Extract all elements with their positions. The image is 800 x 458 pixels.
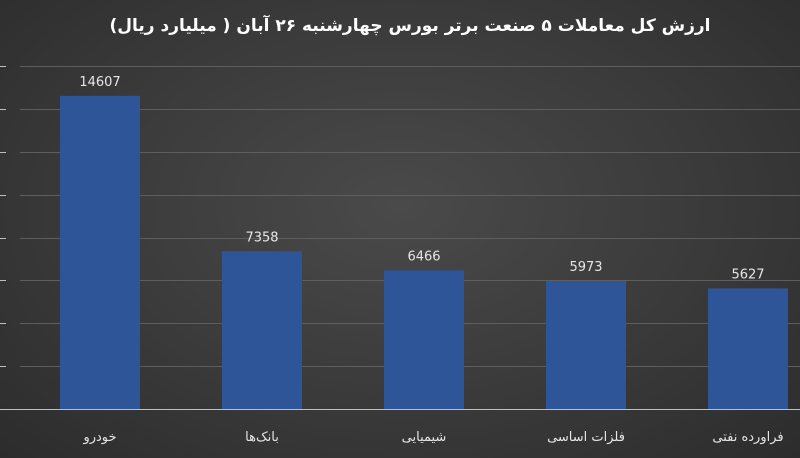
bars <box>60 95 788 410</box>
data-label-2: 7358 <box>245 230 278 245</box>
labels: 14607 خودرو 7358 بانک‌ها 6466 شیمیایی 5973 فلزا… <box>79 75 783 445</box>
data-label-4: 5973 <box>569 260 602 275</box>
category-label-3: شیمیایی <box>402 430 447 445</box>
bar-5 <box>708 288 788 409</box>
data-label-5: 5627 <box>731 267 764 282</box>
bar-1 <box>60 95 140 410</box>
category-label-1: خودرو <box>82 430 116 445</box>
category-label-5: فراورده نفتی <box>712 430 783 445</box>
data-label-1: 14607 <box>79 75 120 90</box>
chart-title: ارزش کل معاملات ۵ صنعت برتر بورس چهارشنب… <box>109 14 710 36</box>
data-label-3: 6466 <box>407 249 440 264</box>
category-label-2: بانک‌ها <box>245 430 279 445</box>
bar-4 <box>546 280 626 409</box>
bar-2 <box>222 251 302 409</box>
bar-3 <box>384 270 464 409</box>
category-label-4: فلزات اساسی <box>547 430 625 445</box>
